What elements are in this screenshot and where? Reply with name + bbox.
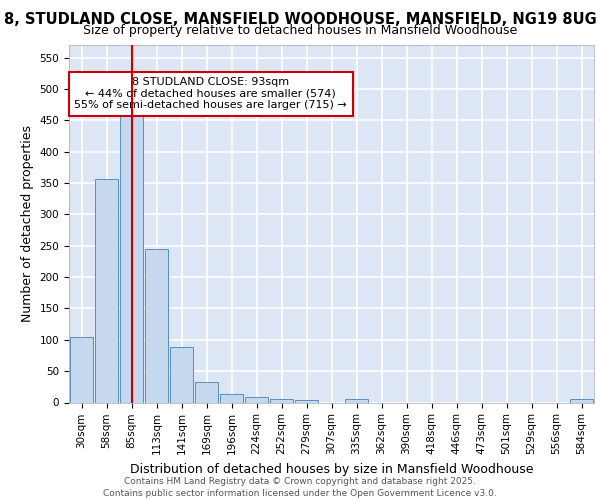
Text: 8 STUDLAND CLOSE: 93sqm
← 44% of detached houses are smaller (574)
55% of semi-d: 8 STUDLAND CLOSE: 93sqm ← 44% of detache… — [74, 77, 347, 110]
Bar — [570, 400, 593, 402]
Bar — [120, 116, 143, 403]
Bar — [220, 394, 243, 402]
Bar — [245, 397, 268, 402]
Text: Contains HM Land Registry data © Crown copyright and database right 2025.
Contai: Contains HM Land Registry data © Crown c… — [103, 476, 497, 498]
X-axis label: Distribution of detached houses by size in Mansfield Woodhouse: Distribution of detached houses by size … — [130, 462, 533, 475]
Bar — [70, 336, 93, 402]
Text: Size of property relative to detached houses in Mansfield Woodhouse: Size of property relative to detached ho… — [83, 24, 517, 37]
Bar — [345, 400, 368, 402]
Text: 8, STUDLAND CLOSE, MANSFIELD WOODHOUSE, MANSFIELD, NG19 8UG: 8, STUDLAND CLOSE, MANSFIELD WOODHOUSE, … — [4, 12, 596, 28]
Y-axis label: Number of detached properties: Number of detached properties — [21, 125, 34, 322]
Bar — [195, 382, 218, 402]
Bar — [145, 249, 168, 402]
Bar — [95, 178, 118, 402]
Bar — [295, 400, 318, 402]
Bar — [170, 346, 193, 403]
Bar — [270, 400, 293, 402]
